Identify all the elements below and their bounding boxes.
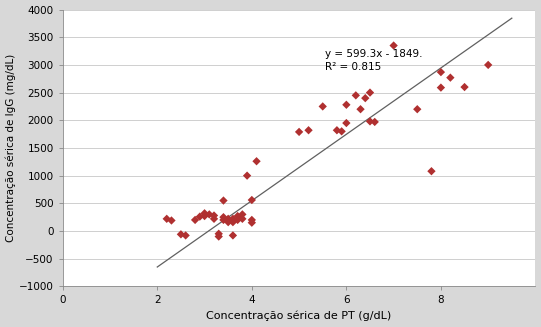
Point <box>243 173 252 178</box>
Point <box>460 84 469 90</box>
Point <box>247 220 256 225</box>
Point <box>319 104 327 109</box>
Point <box>191 217 200 223</box>
Point <box>233 214 242 219</box>
Point <box>167 218 176 223</box>
Point <box>224 219 233 225</box>
Y-axis label: Concentração sérica de IgG (mg/dL): Concentração sérica de IgG (mg/dL) <box>5 54 16 242</box>
Point <box>219 217 228 223</box>
Point <box>247 198 256 203</box>
Point <box>224 216 233 221</box>
Point <box>229 216 237 221</box>
Point <box>205 212 214 217</box>
Point <box>181 233 190 238</box>
Point <box>342 102 351 107</box>
Point <box>356 107 365 112</box>
Point <box>219 198 228 203</box>
Point <box>252 159 261 164</box>
Text: y = 599.3x - 1849.: y = 599.3x - 1849. <box>325 49 423 60</box>
Point <box>200 214 209 219</box>
Point <box>247 217 256 223</box>
Point <box>390 43 398 48</box>
Point <box>361 95 370 101</box>
Point <box>352 93 360 98</box>
Point <box>210 213 219 218</box>
Point <box>229 219 237 225</box>
Point <box>446 75 454 80</box>
Point <box>210 216 219 221</box>
Point <box>366 119 374 124</box>
Point <box>295 129 304 134</box>
Point <box>224 218 233 223</box>
Point <box>337 129 346 134</box>
Point <box>371 119 379 125</box>
Point <box>484 62 492 68</box>
Point <box>238 216 247 221</box>
Point <box>214 234 223 239</box>
Point <box>238 212 247 217</box>
Point <box>413 107 421 112</box>
Text: R² = 0.815: R² = 0.815 <box>325 61 381 72</box>
Point <box>304 128 313 133</box>
Point <box>333 128 341 133</box>
Point <box>176 232 185 237</box>
Point <box>427 169 436 174</box>
Point <box>214 231 223 236</box>
Point <box>366 90 374 95</box>
Point <box>437 70 445 75</box>
Point <box>229 233 237 238</box>
Point <box>195 214 204 219</box>
Point <box>233 217 242 223</box>
Point <box>219 215 228 220</box>
Point <box>437 85 445 90</box>
Point <box>162 216 171 221</box>
Point <box>342 120 351 126</box>
X-axis label: Concentração sérica de PT (g/dL): Concentração sérica de PT (g/dL) <box>207 311 392 321</box>
Point <box>200 211 209 216</box>
